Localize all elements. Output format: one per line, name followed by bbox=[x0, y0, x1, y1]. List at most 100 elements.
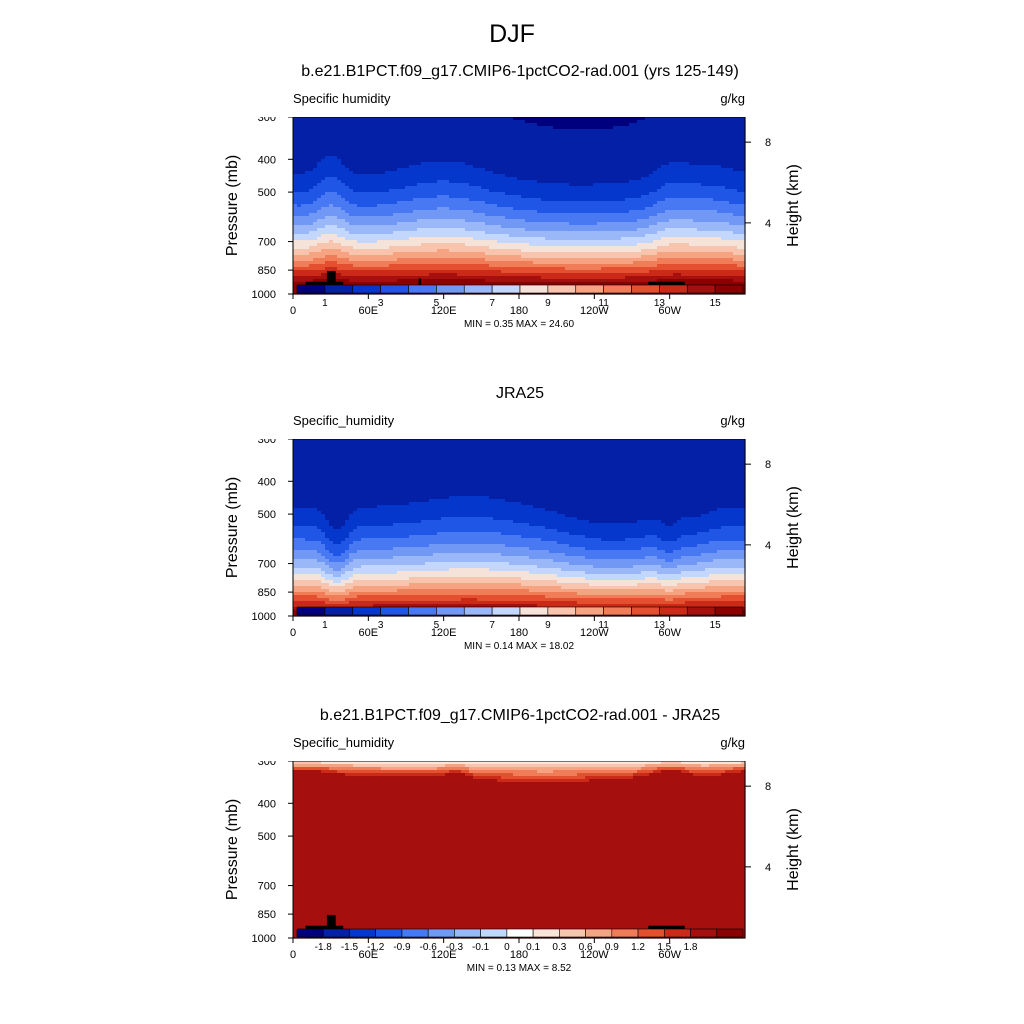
contour-cell bbox=[505, 204, 510, 208]
contour-cell bbox=[549, 177, 554, 181]
contour-cell bbox=[505, 255, 510, 259]
contour-cell bbox=[493, 198, 498, 202]
contour-cell bbox=[537, 159, 542, 163]
contour-cell bbox=[577, 252, 582, 256]
contour-cell bbox=[453, 225, 458, 229]
contour-cell bbox=[489, 150, 494, 154]
contour-cell bbox=[357, 117, 362, 121]
contour-cell bbox=[501, 216, 506, 220]
contour-cell bbox=[333, 246, 338, 250]
contour-cell bbox=[549, 219, 554, 223]
contour-cell bbox=[421, 234, 426, 238]
contour-cell bbox=[305, 228, 310, 232]
contour-cell bbox=[361, 171, 366, 175]
contour-cell bbox=[349, 264, 354, 268]
contour-cell bbox=[577, 249, 582, 253]
contour-cell bbox=[609, 123, 614, 127]
contour-cell bbox=[461, 228, 466, 232]
contour-cell bbox=[393, 141, 398, 145]
contour-cell bbox=[349, 126, 354, 130]
contour-cell bbox=[513, 255, 518, 259]
contour-cell bbox=[617, 258, 622, 262]
contour-cell bbox=[437, 153, 442, 157]
contour-cell bbox=[441, 243, 446, 247]
contour-cell bbox=[549, 150, 554, 154]
contour-cell bbox=[577, 180, 582, 184]
contour-cell bbox=[553, 189, 558, 193]
contour-cell bbox=[329, 144, 334, 148]
contour-cell bbox=[477, 180, 482, 184]
contour-cell bbox=[429, 243, 434, 247]
contour-cell bbox=[505, 117, 510, 121]
contour-cell bbox=[585, 165, 590, 169]
contour-cell bbox=[481, 246, 486, 250]
contour-cell bbox=[401, 255, 406, 259]
contour-cell bbox=[561, 192, 566, 196]
contour-cell bbox=[385, 282, 390, 286]
contour-cell bbox=[481, 195, 486, 199]
contour-cell bbox=[417, 165, 422, 169]
contour-cell bbox=[589, 270, 594, 274]
contour-cell bbox=[445, 150, 450, 154]
contour-cell bbox=[537, 225, 542, 229]
contour-cell bbox=[565, 150, 570, 154]
contour-cell bbox=[357, 159, 362, 163]
contour-cell bbox=[565, 177, 570, 181]
contour-cell bbox=[425, 273, 430, 277]
contour-cell bbox=[597, 219, 602, 223]
contour-cell bbox=[329, 204, 334, 208]
contour-cell bbox=[621, 147, 626, 151]
contour-cell bbox=[425, 267, 430, 271]
contour-cell bbox=[529, 150, 534, 154]
contour-cell bbox=[325, 156, 330, 160]
contour-cell bbox=[309, 234, 314, 238]
contour-cell bbox=[325, 165, 330, 169]
contour-cell bbox=[321, 171, 326, 175]
contour-cell bbox=[533, 171, 538, 175]
contour-cell bbox=[577, 255, 582, 259]
contour-cell bbox=[481, 219, 486, 223]
contour-cell bbox=[421, 177, 426, 181]
contour-cell bbox=[609, 246, 614, 250]
contour-cell bbox=[597, 138, 602, 142]
contour-cell bbox=[489, 255, 494, 259]
contour-cell bbox=[529, 249, 534, 253]
contour-cell bbox=[385, 201, 390, 205]
contour-cell bbox=[301, 210, 306, 214]
contour-cell bbox=[449, 273, 454, 277]
contour-cell bbox=[585, 123, 590, 127]
contour-cell bbox=[365, 192, 370, 196]
contour-cell bbox=[317, 180, 322, 184]
contour-cell bbox=[425, 282, 430, 286]
contour-cell bbox=[337, 261, 342, 265]
contour-cell bbox=[317, 126, 322, 130]
contour-cell bbox=[445, 246, 450, 250]
figure-title: DJF bbox=[0, 20, 1024, 49]
contour-cell bbox=[581, 156, 586, 160]
contour-cell bbox=[389, 219, 394, 223]
contour-cell bbox=[509, 117, 514, 121]
contour-cell bbox=[481, 177, 486, 181]
contour-cell bbox=[301, 147, 306, 151]
contour-cell bbox=[581, 270, 586, 274]
contour-cell bbox=[577, 162, 582, 166]
contour-cell bbox=[537, 180, 542, 184]
contour-cell bbox=[317, 276, 322, 280]
contour-cell bbox=[549, 243, 554, 247]
contour-cell bbox=[321, 150, 326, 154]
contour-cell bbox=[449, 258, 454, 262]
contour-cell bbox=[381, 270, 386, 274]
contour-cell bbox=[521, 249, 526, 253]
contour-cell bbox=[577, 210, 582, 214]
contour-cell bbox=[417, 246, 422, 250]
contour-cell bbox=[441, 198, 446, 202]
contour-cell bbox=[365, 222, 370, 226]
contour-cell bbox=[549, 228, 554, 232]
contour-cell bbox=[477, 252, 482, 256]
contour-cell bbox=[541, 279, 546, 283]
contour-cell bbox=[489, 135, 494, 139]
contour-cell bbox=[325, 213, 330, 217]
contour-cell bbox=[449, 168, 454, 172]
contour-cell bbox=[365, 267, 370, 271]
contour-cell bbox=[337, 162, 342, 166]
